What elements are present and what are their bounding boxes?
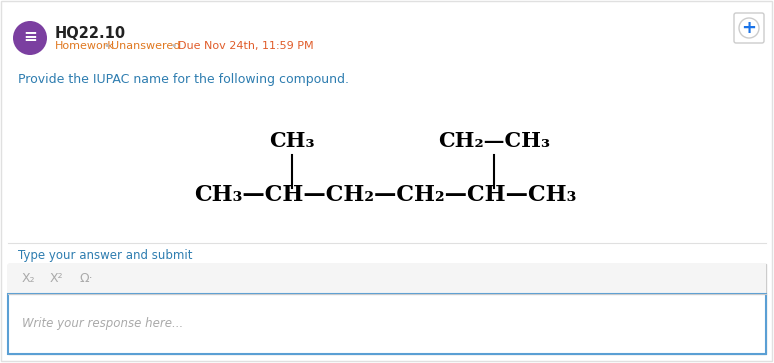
Circle shape [739,18,759,38]
Text: Provide the IUPAC name for the following compound.: Provide the IUPAC name for the following… [18,73,349,86]
Text: ≡: ≡ [23,28,37,46]
Circle shape [13,21,47,55]
Text: Due Nov 24th, 11:59 PM: Due Nov 24th, 11:59 PM [178,41,313,51]
Text: X₂: X₂ [22,273,36,286]
Text: CH₃: CH₃ [269,131,315,151]
FancyBboxPatch shape [8,264,766,294]
Text: CH₃—CH—CH₂—CH₂—CH—CH₃: CH₃—CH—CH₂—CH₂—CH—CH₃ [194,184,576,206]
Text: Write your response here...: Write your response here... [22,318,183,330]
Text: Type your answer and submit: Type your answer and submit [18,249,193,262]
Text: Ω·: Ω· [80,273,94,286]
Text: HQ22.10: HQ22.10 [55,26,126,41]
FancyBboxPatch shape [8,264,766,354]
Text: +: + [741,19,756,37]
Text: Homework: Homework [55,41,115,51]
Text: Unanswered: Unanswered [111,41,180,51]
FancyBboxPatch shape [8,294,766,354]
Text: CH₂—CH₃: CH₂—CH₃ [438,131,550,151]
FancyBboxPatch shape [734,13,764,43]
Text: •: • [170,41,176,51]
Text: •: • [103,41,109,51]
Text: X²: X² [50,273,63,286]
